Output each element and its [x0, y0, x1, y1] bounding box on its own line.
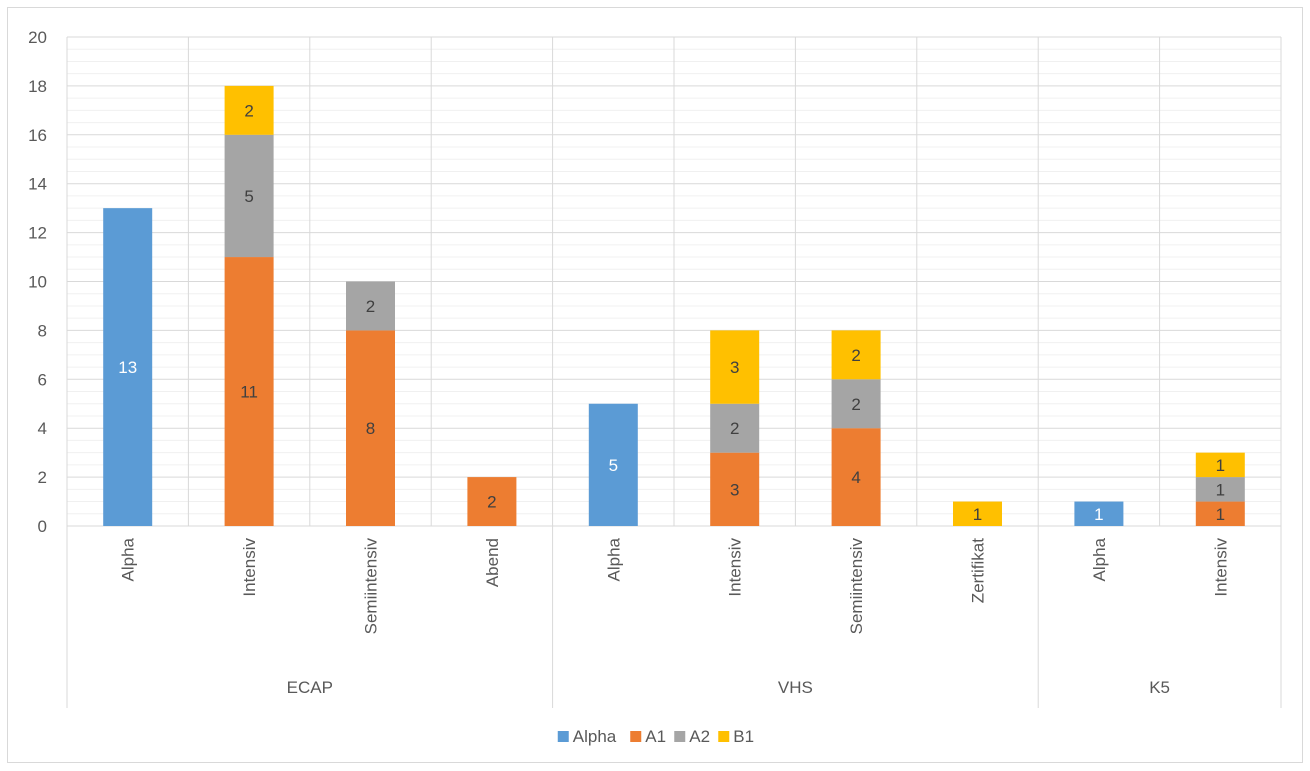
bar-segment	[831, 330, 881, 380]
bar-segment	[710, 330, 760, 404]
data-label: 1	[1216, 480, 1225, 499]
data-label: 2	[487, 493, 496, 512]
category-label: Zertifikat	[969, 538, 988, 603]
bar-segment	[953, 501, 1002, 526]
bar-segment	[710, 403, 760, 453]
y-tick-label: 8	[38, 321, 47, 340]
data-label: 2	[851, 395, 860, 414]
bar-segment	[346, 330, 395, 526]
data-label: 5	[244, 187, 253, 206]
legend-label: Alpha	[573, 727, 617, 746]
group-label: VHS	[778, 678, 813, 697]
y-tick-label: 12	[28, 224, 47, 243]
bar-segment	[831, 428, 881, 526]
y-tick-label: 4	[38, 419, 47, 438]
bar-segment	[346, 281, 395, 331]
category-label: Intensiv	[726, 538, 745, 597]
y-tick-label: 16	[28, 126, 47, 145]
data-label: 11	[240, 383, 258, 402]
data-label: 4	[851, 468, 860, 487]
y-tick-label: 6	[38, 370, 47, 389]
bar-segment	[1074, 501, 1124, 526]
legend-swatch	[630, 731, 642, 742]
data-label: 1	[1216, 456, 1225, 475]
chart-frame	[7, 7, 1303, 763]
y-tick-label: 2	[38, 468, 47, 487]
data-label: 1	[973, 505, 982, 524]
legend-label: A1	[645, 727, 666, 746]
category-label: Alpha	[1090, 537, 1109, 581]
bar-segment	[467, 477, 517, 526]
data-label: 2	[366, 297, 375, 316]
category-label: Alpha	[119, 537, 138, 581]
data-label: 5	[609, 456, 618, 475]
bar-segment	[224, 257, 274, 526]
bar-segment	[1195, 477, 1245, 502]
data-label: 13	[118, 358, 137, 377]
category-label: Abend	[483, 538, 502, 587]
data-label: 1	[1094, 505, 1103, 524]
y-tick-label: 18	[28, 77, 47, 96]
group-label: K5	[1149, 678, 1170, 697]
bar-segment	[831, 379, 881, 429]
y-tick-label: 10	[28, 273, 47, 292]
bar-segment	[710, 452, 760, 526]
category-label: Alpha	[604, 537, 623, 581]
bar-segment	[1195, 452, 1245, 478]
bar-segment	[588, 403, 638, 526]
data-label: 2	[730, 419, 739, 438]
legend-swatch	[718, 731, 730, 742]
category-label: Semiintensiv	[362, 538, 381, 635]
legend-swatch	[557, 731, 569, 742]
bar-segment	[224, 85, 274, 135]
y-tick-label: 14	[28, 175, 47, 194]
data-label: 1	[1216, 505, 1225, 524]
bar-segment	[1195, 501, 1245, 526]
y-tick-label: 0	[38, 517, 47, 536]
legend-swatch	[674, 731, 686, 742]
category-label: Semiintensiv	[847, 538, 866, 635]
y-tick-label: 20	[28, 28, 47, 47]
data-label: 3	[730, 480, 739, 499]
legend-label: B1	[733, 727, 754, 746]
bar-segment	[103, 208, 153, 526]
group-label: ECAP	[287, 678, 333, 697]
legend-label: A2	[689, 727, 710, 746]
category-label: Intensiv	[1211, 538, 1230, 597]
data-label: 2	[244, 101, 253, 120]
bar-segment	[224, 134, 274, 258]
category-label: Intensiv	[240, 538, 259, 597]
data-label: 8	[366, 419, 375, 438]
data-label: 2	[851, 346, 860, 365]
data-label: 3	[730, 358, 739, 377]
